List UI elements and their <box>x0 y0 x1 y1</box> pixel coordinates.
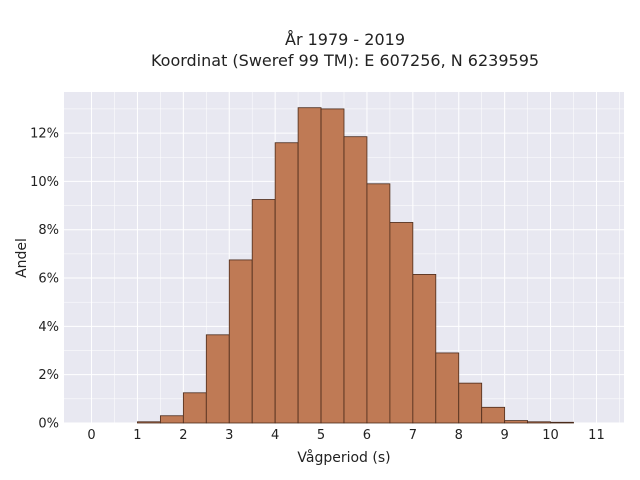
x-tick-label: 7 <box>409 428 417 443</box>
y-axis-label: Andel <box>14 238 30 278</box>
histogram-bar <box>274 142 299 424</box>
histogram-bar <box>182 392 207 424</box>
x-tick-label: 3 <box>225 428 233 443</box>
x-tick-label: 0 <box>87 428 95 443</box>
histogram-bar <box>320 108 345 424</box>
histogram-bar <box>389 222 414 424</box>
x-axis-label: Vågperiod (s) <box>297 449 390 466</box>
x-tick-label: 1 <box>133 428 141 443</box>
y-tick-label: 10% <box>30 175 59 190</box>
x-tick-label: 9 <box>501 428 509 443</box>
y-tick-label: 8% <box>38 223 59 238</box>
y-tick-label: 12% <box>30 127 59 142</box>
y-tick-label: 2% <box>38 368 59 383</box>
y-tick-label: 0% <box>38 417 59 432</box>
y-tick-label: 4% <box>38 320 59 335</box>
grid-lines <box>64 92 624 424</box>
x-tick-label: 2 <box>179 428 187 443</box>
histogram-bar <box>205 334 230 424</box>
x-tick-label: 4 <box>271 428 279 443</box>
histogram-bar <box>527 421 551 424</box>
histogram-bar <box>550 421 574 424</box>
histogram-bar <box>297 107 322 424</box>
x-tick-label: 6 <box>363 428 371 443</box>
histogram-bar <box>228 259 253 424</box>
x-tick-label: 8 <box>455 428 463 443</box>
x-axis-ticks: 0 1 2 3 4 5 6 7 8 9 10 11 <box>87 428 604 443</box>
y-tick-label: 6% <box>38 272 59 287</box>
y-axis-ticks: 0% 2% 4% 6% 8% 10% 12% <box>30 127 59 432</box>
histogram-bar <box>251 199 276 424</box>
chart-title-line-1: År 1979 - 2019 <box>285 30 405 49</box>
histogram-bars <box>137 107 574 424</box>
histogram-bar <box>504 420 529 424</box>
x-tick-label: 10 <box>542 428 559 443</box>
histogram-bar <box>343 136 368 424</box>
histogram-bar <box>458 382 483 424</box>
histogram-bar <box>137 421 161 424</box>
histogram-bar <box>435 352 460 424</box>
histogram-bar <box>412 274 437 424</box>
x-tick-label: 11 <box>588 428 605 443</box>
histogram-bar <box>159 415 184 424</box>
x-tick-label: 5 <box>317 428 325 443</box>
histogram-bar <box>481 406 506 424</box>
chart-title-line-2: Koordinat (Sweref 99 TM): E 607256, N 62… <box>151 51 539 70</box>
histogram-bar <box>366 183 391 424</box>
